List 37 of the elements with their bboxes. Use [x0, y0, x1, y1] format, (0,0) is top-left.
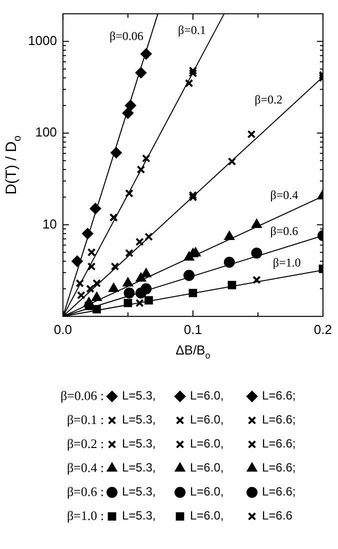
y-tick-label: 10: [42, 216, 57, 232]
legend-label: L=6.0,: [190, 484, 224, 499]
x-tick-label: 0.1: [184, 322, 202, 337]
text: β=0.4 :: [66, 460, 104, 475]
annotation: β=0.6: [270, 224, 298, 238]
legend-label: L=5.3,: [122, 412, 156, 427]
y-axis-title: D(T) / Do: [3, 135, 24, 195]
text: β=0.06 :: [60, 388, 104, 403]
legend-label: L=6.0,: [190, 508, 224, 523]
text: β=0.6 :: [66, 484, 104, 499]
annotation: β=1.0: [272, 255, 301, 270]
legend-label: L=5.3,: [122, 436, 156, 451]
legend-label: L=6.0,: [190, 412, 224, 427]
annotation: β=0.4: [270, 188, 298, 202]
y-tick-label: 100: [35, 124, 57, 140]
legend-label: L=5.3,: [122, 508, 156, 523]
legend-label: L=6.6;: [262, 412, 296, 427]
legend-label: L=6.6;: [262, 460, 296, 475]
legend-label: L=6.0,: [190, 460, 224, 475]
legend-label: L=6.6;: [262, 484, 296, 499]
text: β=0.1 :: [66, 412, 104, 427]
legend-label: L=5.3,: [122, 388, 156, 403]
y-tick-label: 1000: [28, 32, 57, 48]
text: β=0.2 :: [66, 436, 104, 451]
legend-label: L=5.3,: [122, 484, 156, 499]
legend-label: L=5.3,: [122, 460, 156, 475]
x-tick-label: 0.0: [54, 322, 72, 337]
legend-label: L=6.0,: [190, 388, 224, 403]
legend-label: L=6.0,: [190, 436, 224, 451]
legend-label: L=6.6;: [262, 436, 296, 451]
annotation: β=0.1: [178, 22, 206, 37]
legend-label: L=6.6: [262, 508, 293, 523]
annotation: β=0.2: [254, 92, 283, 106]
annotation: β=0.06: [110, 29, 144, 44]
text: β=1.0 :: [66, 508, 104, 523]
x-tick-label: 0.2: [314, 322, 332, 337]
legend-label: L=6.6;: [262, 388, 296, 403]
